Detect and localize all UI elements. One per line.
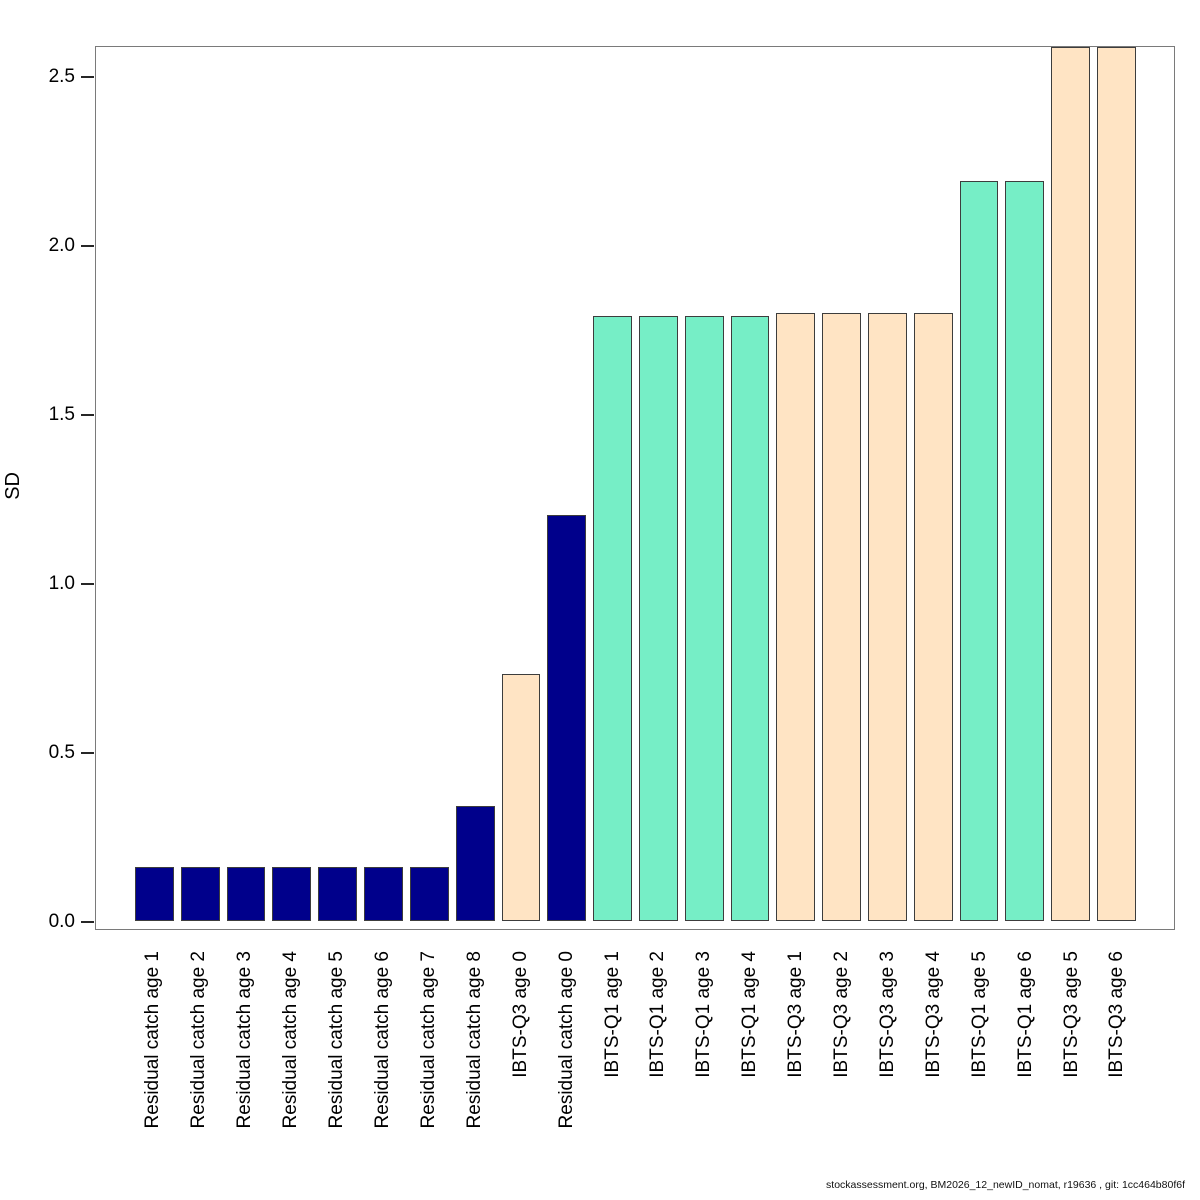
x-axis-label: Residual catch age 5 <box>326 951 348 1129</box>
y-axis-tick-label: 2.0 <box>48 235 75 256</box>
x-axis-label: IBTS-Q3 age 2 <box>831 951 853 1078</box>
x-axis-label-cell: IBTS-Q3 age 4 <box>914 951 953 1166</box>
bar <box>272 867 312 921</box>
y-axis-tick <box>81 414 94 416</box>
x-axis-label-cell: IBTS-Q3 age 6 <box>1098 951 1137 1166</box>
y-axis-tick-label: 2.5 <box>48 66 75 87</box>
x-axis-label: Residual catch age 8 <box>463 951 485 1129</box>
bar <box>822 313 861 921</box>
x-axis-label: IBTS-Q1 age 4 <box>739 951 761 1078</box>
x-axis-label-cell: IBTS-Q3 age 1 <box>777 951 816 1166</box>
bar <box>1051 47 1091 921</box>
x-axis-label: IBTS-Q1 age 5 <box>968 951 990 1078</box>
x-axis-label: IBTS-Q3 age 3 <box>876 951 898 1078</box>
y-axis-tick <box>81 245 94 247</box>
x-axis-label: Residual catch age 1 <box>142 951 164 1129</box>
bar <box>959 181 999 921</box>
bar <box>547 515 587 921</box>
bar <box>409 867 449 921</box>
x-axis-label-cell: Residual catch age 2 <box>180 951 219 1166</box>
bar <box>730 316 770 921</box>
bar <box>180 867 220 921</box>
y-axis-tick-label: 0.0 <box>48 911 75 932</box>
y-axis-tick-label: 1.5 <box>48 404 75 425</box>
x-axis-label: Residual catch age 2 <box>188 951 210 1129</box>
x-axis-label-cell: IBTS-Q1 age 3 <box>685 951 724 1166</box>
y-axis-tick-label: 1.0 <box>48 573 75 594</box>
x-axis-label-cell: Residual catch age 5 <box>318 951 357 1166</box>
x-axis-label: IBTS-Q1 age 6 <box>1014 951 1036 1078</box>
x-axis-label-cell: IBTS-Q3 age 0 <box>501 951 540 1166</box>
bar <box>684 316 724 921</box>
bar <box>776 313 816 921</box>
y-axis-tick <box>81 583 94 585</box>
x-axis-label-cell: IBTS-Q1 age 6 <box>1006 951 1045 1166</box>
x-axis-label: Residual catch age 3 <box>234 951 256 1129</box>
x-axis-label: IBTS-Q3 age 1 <box>785 951 807 1078</box>
x-axis-label: IBTS-Q3 age 4 <box>922 951 944 1078</box>
x-axis-label-cell: Residual catch age 3 <box>226 951 265 1166</box>
bar <box>226 867 266 921</box>
x-axis-label: Residual catch age 0 <box>555 951 577 1129</box>
y-axis-tick <box>81 76 94 78</box>
x-axis-label: IBTS-Q1 age 3 <box>693 951 715 1078</box>
bar <box>913 313 953 921</box>
y-axis-tick <box>81 921 94 923</box>
bar <box>1005 181 1045 921</box>
x-axis-label: IBTS-Q3 age 5 <box>1060 951 1082 1078</box>
x-axis-label-cell: IBTS-Q1 age 2 <box>639 951 678 1166</box>
x-axis-label-cell: IBTS-Q3 age 5 <box>1052 951 1091 1166</box>
y-axis-tick <box>81 752 94 754</box>
x-axis-label: IBTS-Q1 age 1 <box>601 951 623 1078</box>
x-axis-label-cell: IBTS-Q3 age 3 <box>869 951 908 1166</box>
x-axis-label-cell: Residual catch age 8 <box>455 951 494 1166</box>
bar <box>868 313 907 921</box>
bar <box>593 316 632 921</box>
x-axis-label-cell: Residual catch age 0 <box>547 951 586 1166</box>
x-axis-label-cell: IBTS-Q1 age 5 <box>960 951 999 1166</box>
x-axis-label: IBTS-Q3 age 0 <box>509 951 531 1078</box>
x-axis-label-cell: Residual catch age 4 <box>272 951 311 1166</box>
x-axis-label-cell: IBTS-Q1 age 4 <box>731 951 770 1166</box>
bar <box>364 867 403 921</box>
bar <box>318 867 358 921</box>
bar <box>638 316 678 921</box>
y-axis-tick-label: 0.5 <box>48 742 75 763</box>
x-axis-label-cell: Residual catch age 7 <box>409 951 448 1166</box>
x-axis-label: Residual catch age 7 <box>417 951 439 1129</box>
x-axis-label: IBTS-Q3 age 6 <box>1106 951 1128 1078</box>
bars-container <box>135 47 1136 921</box>
bar <box>455 806 495 921</box>
x-axis-label: Residual catch age 4 <box>280 951 302 1129</box>
footer-citation: stockassessment.org, BM2026_12_newID_nom… <box>826 1179 1185 1191</box>
x-axis-label-cell: IBTS-Q3 age 2 <box>823 951 862 1166</box>
bar <box>1097 47 1136 921</box>
bar <box>135 867 174 921</box>
x-axis-label-cell: Residual catch age 6 <box>364 951 403 1166</box>
x-axis-label: IBTS-Q1 age 2 <box>647 951 669 1078</box>
plot-area <box>95 46 1175 930</box>
x-axis-labels: Residual catch age 1 Residual catch age 2… <box>134 951 1137 1166</box>
y-axis-title: SD <box>2 472 24 500</box>
x-axis-label-cell: IBTS-Q1 age 1 <box>593 951 632 1166</box>
x-axis-label: Residual catch age 6 <box>371 951 393 1129</box>
bar <box>501 674 541 921</box>
x-axis-label-cell: Residual catch age 1 <box>134 951 173 1166</box>
